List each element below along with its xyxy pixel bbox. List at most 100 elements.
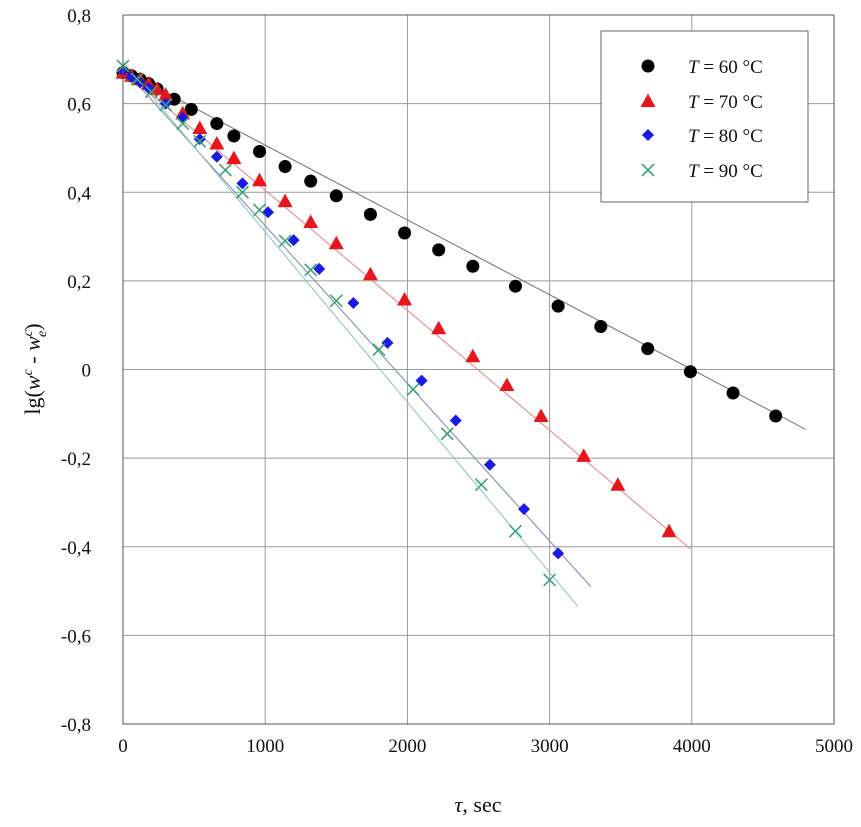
- data-point-t-60-c: [398, 226, 412, 240]
- y-axis-title: lg(wc - wce): [20, 323, 50, 414]
- x-axis-unit: , sec: [462, 792, 501, 817]
- data-point-t-60-c: [683, 365, 697, 379]
- y-title-sup2: c: [21, 329, 36, 336]
- data-point-t-70-c: [252, 172, 268, 187]
- data-point-t-80-c: [381, 336, 394, 349]
- legend-marker-t-90-c: [641, 163, 655, 177]
- legend-marker-t-80-c: [642, 129, 654, 141]
- data-point-t-60-c: [363, 207, 377, 221]
- data-point-t-70-c: [397, 291, 413, 306]
- data-point-t-60-c: [167, 92, 181, 106]
- data-point-t-70-c: [576, 448, 592, 462]
- data-markers: [115, 59, 783, 587]
- data-point-t-90-c: [278, 234, 292, 248]
- y-title-sub2: e: [35, 331, 50, 337]
- data-point-t-60-c: [466, 259, 480, 273]
- data-point-t-70-c: [362, 266, 378, 281]
- data-point-t-70-c: [661, 523, 677, 538]
- data-point-t-90-c: [474, 478, 488, 492]
- plot-frame: [122, 14, 835, 725]
- data-point-t-80-c: [347, 297, 360, 310]
- data-point-t-80-c: [236, 177, 249, 190]
- data-point-t-80-c: [552, 547, 565, 560]
- data-point-t-90-c: [176, 117, 190, 131]
- data-point-t-80-c: [449, 414, 462, 427]
- y-tick-label: -0,2: [61, 449, 91, 470]
- x-tick-label: 3000: [531, 736, 569, 757]
- x-axis-title: τ, sec: [455, 792, 502, 817]
- legend-label-t-90-c: T = 90 °C: [688, 161, 763, 182]
- y-title-post: ): [20, 323, 45, 330]
- legend-marker-t-60-c: [641, 59, 655, 73]
- x-tick-label: 4000: [673, 736, 711, 757]
- y-title-w2: w: [20, 336, 45, 351]
- tick-labels: 0 1000 2000 3000 4000 5000 -0,8 -0,6 -0,4 -0,2 0 0,…: [61, 6, 853, 757]
- x-axis-var: τ: [455, 792, 464, 817]
- data-point-t-60-c: [508, 279, 522, 293]
- data-point-t-90-c: [508, 524, 523, 538]
- data-point-t-70-c: [328, 235, 344, 250]
- data-point-t-70-c: [533, 408, 549, 423]
- data-point-t-60-c: [210, 117, 224, 131]
- data-point-t-70-c: [499, 377, 515, 392]
- x-tick-label: 5000: [815, 736, 853, 757]
- data-point-t-80-c: [483, 458, 496, 471]
- data-point-t-70-c: [149, 81, 165, 96]
- data-point-t-60-c: [184, 102, 198, 116]
- data-point-t-70-c: [158, 87, 174, 101]
- legend-label-t-80-c: T = 80 °C: [688, 126, 763, 147]
- data-point-t-60-c: [227, 129, 241, 143]
- y-title-mid: -: [20, 351, 45, 369]
- data-point-t-90-c: [218, 163, 232, 177]
- y-title-pre: lg(: [20, 390, 45, 414]
- y-title-w1: w: [20, 375, 45, 390]
- data-point-t-60-c: [432, 243, 446, 257]
- data-point-t-90-c: [304, 263, 318, 277]
- data-point-t-70-c: [431, 320, 447, 335]
- y-tick-label: 0,8: [67, 6, 91, 27]
- data-point-t-60-c: [594, 320, 608, 334]
- legend-marker-t-70-c: [640, 93, 656, 107]
- data-point-t-70-c: [303, 214, 319, 228]
- y-tick-label: 0: [82, 361, 92, 382]
- data-point-t-80-c: [193, 133, 206, 146]
- y-title-sup1: c: [21, 368, 36, 375]
- legend-label-t-60-c: T = 60 °C: [688, 57, 763, 78]
- data-point-t-80-c: [210, 150, 223, 163]
- y-tick-label: 0,2: [67, 272, 91, 293]
- legend-box: [600, 30, 809, 203]
- data-point-t-90-c: [252, 203, 267, 217]
- data-point-t-60-c: [641, 342, 655, 356]
- data-point-t-70-c: [192, 120, 208, 134]
- fit-line-t-90-c: [122, 61, 579, 607]
- data-point-t-70-c: [226, 150, 242, 165]
- data-point-t-60-c: [329, 189, 343, 203]
- y-tick-label: -0,4: [61, 538, 92, 559]
- data-point-t-70-c: [277, 193, 293, 208]
- legend: T = 60 °C T = 70 °C T = 80 °C T = 90 °C: [600, 30, 809, 203]
- series-t-90-c: [116, 59, 557, 587]
- data-point-t-90-c: [543, 573, 557, 587]
- data-point-t-90-c: [235, 185, 250, 199]
- y-tick-label: -0,6: [61, 626, 91, 647]
- data-point-t-90-c: [144, 85, 159, 99]
- y-tick-label: 0,4: [67, 183, 91, 204]
- data-point-t-90-c: [159, 98, 173, 112]
- fit-line-t-70-c: [122, 69, 691, 550]
- x-tick-label: 1000: [246, 736, 284, 757]
- data-point-t-60-c: [304, 174, 318, 188]
- data-point-t-60-c: [551, 299, 565, 313]
- data-point-t-80-c: [159, 97, 172, 110]
- data-point-t-90-c: [329, 294, 343, 308]
- x-tick-label: 0: [118, 736, 128, 757]
- data-point-t-80-c: [313, 262, 326, 275]
- data-point-t-70-c: [610, 477, 626, 491]
- data-point-t-60-c: [253, 144, 267, 158]
- data-point-t-70-c: [465, 348, 481, 363]
- data-point-t-60-c: [278, 160, 292, 174]
- legend-label-t-70-c: T = 70 °C: [688, 92, 763, 113]
- data-point-t-70-c: [209, 136, 225, 150]
- data-point-t-90-c: [440, 427, 454, 441]
- data-point-t-90-c: [372, 342, 386, 357]
